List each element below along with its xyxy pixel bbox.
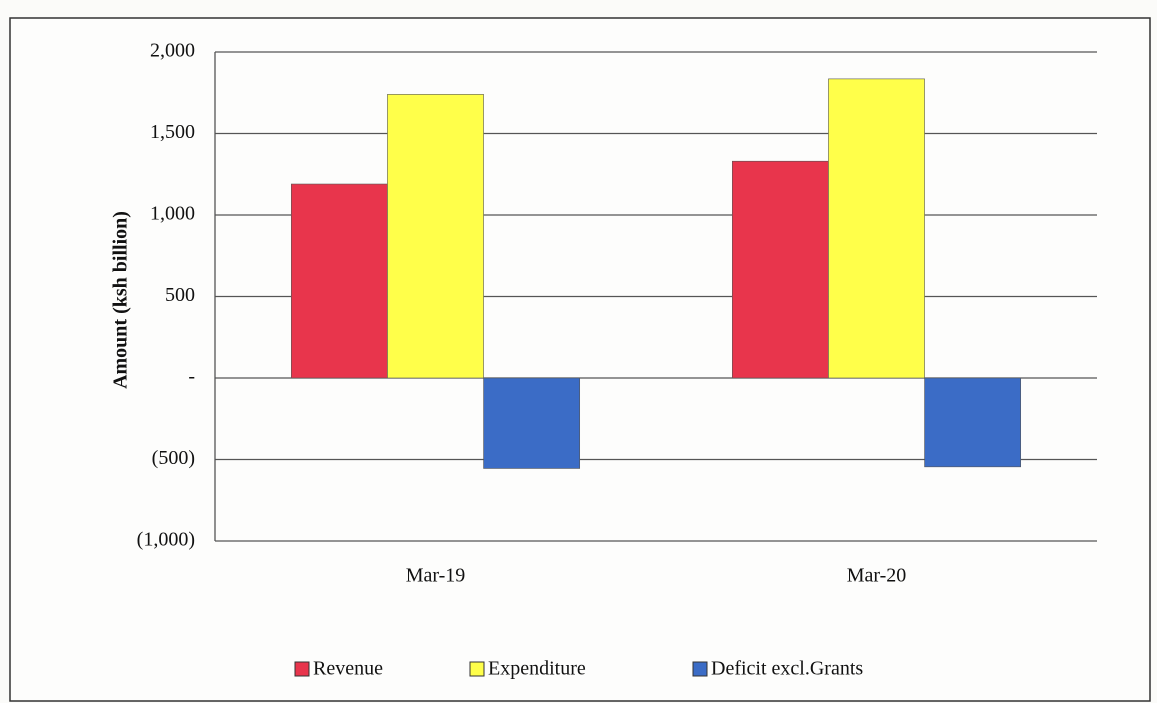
bar <box>828 78 925 379</box>
bar <box>387 94 484 379</box>
bar <box>731 160 829 379</box>
bar <box>924 377 1022 468</box>
legend-label: Deficit excl.Grants <box>711 658 863 680</box>
legend-swatch <box>692 661 708 677</box>
y-tick-label: 500 <box>165 284 195 306</box>
y-tick-label: 2,000 <box>150 40 195 62</box>
y-tick-label: 1,500 <box>150 121 195 143</box>
chart-frame <box>9 17 1151 702</box>
legend-swatch <box>294 661 310 677</box>
y-tick-label: 1,000 <box>150 203 195 225</box>
y-tick-label: - <box>188 366 195 388</box>
legend-swatch <box>469 661 485 677</box>
x-tick-label: Mar-20 <box>847 565 907 587</box>
legend-label: Expenditure <box>488 658 586 680</box>
bar <box>483 377 581 469</box>
y-tick-label: (500) <box>152 447 195 469</box>
y-tick-label: (1,000) <box>137 529 195 551</box>
bar <box>290 183 388 379</box>
legend-label: Revenue <box>313 658 383 680</box>
x-tick-label: Mar-19 <box>406 565 466 587</box>
y-axis-label: Amount (ksh billion) <box>110 211 132 389</box>
